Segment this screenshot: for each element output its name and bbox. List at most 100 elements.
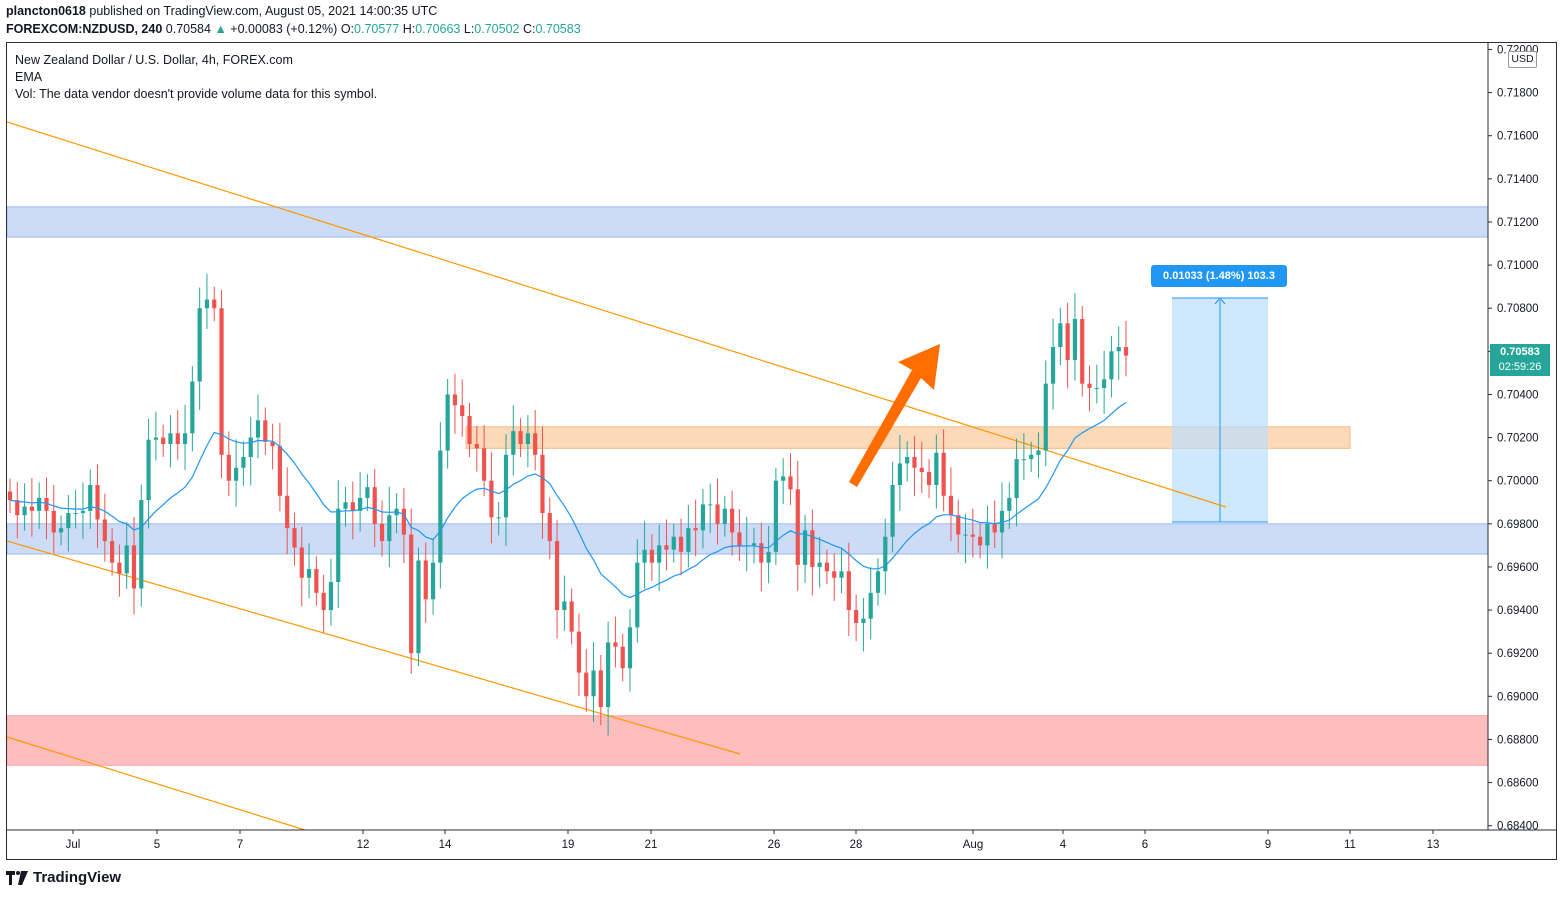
candle-body[interactable]	[671, 536, 676, 550]
candle-body[interactable]	[861, 618, 866, 624]
candle-body[interactable]	[985, 523, 990, 546]
candle-body[interactable]	[1036, 450, 1041, 455]
candle-body[interactable]	[627, 627, 633, 669]
candle-body[interactable]	[999, 510, 1005, 533]
candle-body[interactable]	[970, 534, 975, 537]
candle-body[interactable]	[533, 433, 538, 455]
candle-body[interactable]	[263, 420, 268, 442]
candle-body[interactable]	[875, 571, 881, 593]
candle-body[interactable]	[29, 506, 34, 511]
candle-body[interactable]	[190, 381, 195, 434]
candle-body[interactable]	[569, 601, 574, 632]
candle-body[interactable]	[416, 560, 421, 654]
candle-body[interactable]	[781, 476, 786, 481]
candle-body[interactable]	[956, 515, 961, 535]
candle-body[interactable]	[890, 485, 895, 537]
candle-body[interactable]	[51, 510, 56, 533]
candle-body[interactable]	[270, 441, 275, 447]
candle-body[interactable]	[197, 308, 202, 382]
candle-body[interactable]	[212, 299, 217, 309]
candle-body[interactable]	[285, 495, 290, 529]
candle-body[interactable]	[292, 528, 297, 548]
candle-body[interactable]	[321, 592, 326, 611]
candle-body[interactable]	[146, 439, 151, 501]
candle-body[interactable]	[372, 487, 377, 524]
candle-body[interactable]	[489, 480, 494, 518]
candle-body[interactable]	[350, 502, 355, 511]
currency-badge[interactable]: USD	[1508, 51, 1537, 68]
candle-body[interactable]	[7, 491, 13, 501]
candle-body[interactable]	[110, 541, 115, 563]
candle-body[interactable]	[117, 562, 122, 574]
candle-body[interactable]	[1058, 323, 1063, 348]
candle-body[interactable]	[168, 433, 173, 445]
candle-body[interactable]	[591, 670, 596, 697]
candle-body[interactable]	[562, 601, 567, 611]
candle-body[interactable]	[598, 670, 603, 708]
candle-body[interactable]	[759, 543, 764, 563]
candle-body[interactable]	[379, 523, 385, 542]
candle-body[interactable]	[832, 571, 837, 578]
candle-body[interactable]	[88, 485, 93, 511]
candle-body[interactable]	[234, 467, 239, 481]
candle-body[interactable]	[941, 452, 946, 496]
candle-body[interactable]	[839, 571, 844, 578]
candle-body[interactable]	[153, 437, 158, 440]
candle-body[interactable]	[496, 517, 501, 519]
candle-body[interactable]	[824, 562, 830, 572]
candle-body[interactable]	[95, 485, 100, 520]
candle-body[interactable]	[1094, 387, 1099, 389]
candle-body[interactable]	[241, 456, 246, 468]
candle-body[interactable]	[175, 433, 180, 445]
candle-body[interactable]	[926, 472, 932, 486]
candle-body[interactable]	[358, 497, 363, 511]
candle-body[interactable]	[511, 431, 516, 455]
candle-body[interactable]	[1050, 347, 1056, 384]
candle-body[interactable]	[219, 308, 224, 455]
candle-body[interactable]	[1080, 318, 1085, 384]
candle-body[interactable]	[700, 504, 706, 531]
candle-body[interactable]	[693, 528, 698, 531]
candle-body[interactable]	[102, 519, 107, 542]
candle-body[interactable]	[788, 476, 793, 490]
candle-body[interactable]	[73, 513, 78, 515]
candle-body[interactable]	[766, 551, 771, 563]
candle-body[interactable]	[1087, 383, 1092, 388]
candle-body[interactable]	[430, 562, 436, 600]
candle-body[interactable]	[1043, 383, 1048, 451]
candle-body[interactable]	[387, 515, 392, 542]
candle-body[interactable]	[438, 450, 443, 563]
candle-body[interactable]	[452, 394, 458, 406]
candle-body[interactable]	[868, 592, 873, 619]
candle-body[interactable]	[992, 523, 997, 533]
candle-body[interactable]	[1072, 318, 1078, 360]
author-name[interactable]: plancton0618	[6, 4, 86, 18]
tradingview-logo[interactable]: TradingView	[6, 869, 121, 886]
candle-body[interactable]	[15, 500, 20, 516]
candle-body[interactable]	[1123, 347, 1129, 356]
candle-body[interactable]	[963, 534, 968, 536]
candle-body[interactable]	[547, 513, 552, 542]
candle-body[interactable]	[336, 508, 341, 583]
candle-body[interactable]	[467, 416, 472, 445]
candle-body[interactable]	[80, 510, 86, 514]
candle-body[interactable]	[912, 456, 917, 468]
candle-body[interactable]	[401, 508, 406, 535]
candle-body[interactable]	[613, 642, 618, 647]
candle-body[interactable]	[584, 672, 589, 697]
candle-body[interactable]	[503, 454, 509, 518]
candle-body[interactable]	[773, 480, 778, 552]
candle-body[interactable]	[1007, 497, 1012, 511]
candle-body[interactable]	[248, 437, 253, 457]
candle-body[interactable]	[460, 405, 465, 417]
candle-body[interactable]	[409, 534, 414, 654]
candle-body[interactable]	[649, 549, 654, 563]
candle-body[interactable]	[423, 560, 428, 600]
candle-body[interactable]	[44, 497, 49, 511]
candle-body[interactable]	[948, 495, 954, 516]
candle-body[interactable]	[934, 452, 939, 486]
candle-body[interactable]	[131, 545, 137, 589]
candle-body[interactable]	[722, 508, 727, 524]
candle-body[interactable]	[730, 508, 735, 533]
